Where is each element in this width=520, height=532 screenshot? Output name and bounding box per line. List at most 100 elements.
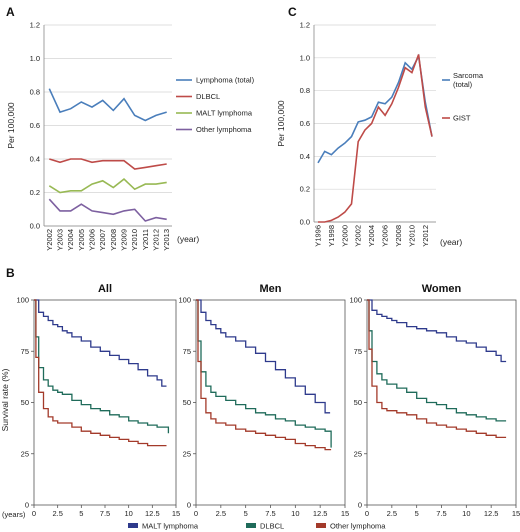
x-tick-label: 5 — [79, 509, 83, 518]
x-tick-label: 0 — [365, 509, 369, 518]
x-tick-label: Y2007 — [98, 229, 107, 251]
y-tick-label: 0.8 — [300, 86, 310, 95]
x-tick-label: Y1996 — [314, 225, 323, 247]
legend-label: MALT lymphoma — [142, 522, 199, 531]
survival-curve-other-lymphoma — [367, 299, 507, 439]
y-tick-label: 75 — [21, 347, 29, 356]
subplot-title: Women — [422, 283, 462, 295]
x-tick-label: 7.5 — [100, 509, 110, 518]
x-tick-label: Y2005 — [77, 229, 86, 251]
x-tick-label: 7.5 — [265, 509, 275, 518]
x-tick-label: Y2011 — [141, 229, 150, 250]
x-tick-label: Y2003 — [56, 229, 65, 251]
x-tick-label: Y2008 — [394, 225, 403, 247]
x-tick-label: 2.5 — [387, 509, 397, 518]
x-axis-unit: (year) — [177, 234, 199, 244]
survival-curve-malt-lymphoma — [34, 299, 167, 387]
x-tick-label: 10 — [291, 509, 299, 518]
series-line-gist — [318, 54, 433, 223]
x-tick-label: 2.5 — [216, 509, 226, 518]
x-tick-label: Y1998 — [327, 225, 336, 247]
survival-curve-dlbcl — [367, 299, 507, 422]
x-tick-label: Y2004 — [66, 229, 75, 251]
survival-curve-other-lymphoma — [34, 299, 167, 447]
series-line-malt-lymphoma — [48, 178, 167, 194]
x-tick-label: Y2006 — [88, 229, 97, 251]
legend-label: Other lymphoma — [196, 125, 252, 134]
legend-swatch — [128, 523, 138, 528]
x-tick-label: 12.5 — [313, 509, 328, 518]
x-tick-label: Y2000 — [340, 225, 349, 247]
x-tick-label: Y2009 — [120, 229, 129, 251]
subplot-title: Men — [260, 283, 282, 295]
subplot-men: Men 0 25 50 75 100 0 2.5 5 7.5 10 12.5 15 — [178, 283, 349, 518]
x-tick-label: Y2006 — [381, 225, 390, 247]
legend-swatch — [316, 523, 326, 528]
y-tick-label: 1.0 — [300, 53, 310, 62]
y-tick-label: 25 — [354, 449, 362, 458]
y-tick-label: 100 — [349, 296, 362, 305]
x-tick-label: 10 — [124, 509, 132, 518]
y-tick-label: 0.4 — [30, 155, 40, 164]
subplot-all: All 0 25 50 75 100 0 2.5 5 7.5 10 12.5 15 — [16, 283, 180, 518]
y-tick-label: 1.0 — [30, 54, 40, 63]
x-tick-label: Y2010 — [407, 225, 416, 247]
x-tick-label: Y2012 — [421, 225, 430, 247]
y-tick-label: 0.0 — [300, 218, 310, 227]
x-tick-label: 7.5 — [436, 509, 446, 518]
y-tick-label: 75 — [354, 347, 362, 356]
series-line-dlbcl — [49, 158, 167, 170]
y-tick-label: 0.6 — [300, 119, 310, 128]
y-tick-label: 0.2 — [300, 185, 310, 194]
survival-curve-dlbcl — [34, 299, 170, 434]
y-tick-label: 25 — [21, 449, 29, 458]
y-tick-label: 1.2 — [300, 21, 310, 30]
panel-letter-a: A — [6, 5, 15, 19]
legend: MALT lymphoma DLBCL Other lymphoma — [128, 522, 386, 531]
survival-curve-malt-lymphoma — [196, 299, 331, 414]
y-tick-label: 50 — [183, 398, 191, 407]
x-tick-label: Y2008 — [109, 229, 118, 251]
x-tick-label: 5 — [415, 509, 419, 518]
x-tick-label: Y2013 — [162, 229, 171, 251]
x-axis-unit: (years) — [2, 510, 26, 519]
legend-label: MALT lymphoma — [196, 109, 253, 118]
survival-curve-malt-lymphoma — [367, 299, 507, 363]
y-tick-label: 0 — [25, 501, 29, 510]
x-tick-label: 5 — [244, 509, 248, 518]
y-tick-label: 0.0 — [30, 222, 40, 231]
x-tick-label: Y2012 — [152, 229, 161, 251]
y-tick-label: 25 — [183, 449, 191, 458]
x-tick-label: Y2010 — [130, 229, 139, 251]
legend-label: Sarcoma (total) — [453, 71, 484, 89]
series-line-sarcoma-total- — [317, 53, 433, 164]
legend-swatch — [246, 523, 256, 528]
y-axis-label: Per 100,000 — [6, 102, 16, 149]
x-tick-label: Y2002 — [354, 225, 363, 247]
x-tick-label: 15 — [172, 509, 180, 518]
x-tick-label: Y2004 — [367, 225, 376, 247]
x-tick-label: Y2002 — [45, 229, 54, 251]
legend-label: DLBCL — [260, 522, 284, 531]
x-tick-label: 12.5 — [484, 509, 499, 518]
y-tick-label: 1.2 — [30, 21, 40, 30]
plot-frame — [366, 299, 517, 506]
panel-c-chart: 0.0 0.2 0.4 0.6 0.8 1.0 1.2 Y1996 Y1998 Y2000 Y200… — [276, 21, 484, 248]
subplot-women: Women 0 25 50 75 100 0 2.5 5 7.5 10 12.5 15 — [349, 283, 520, 518]
plot-frame — [33, 299, 177, 506]
subplot-title: All — [98, 283, 112, 295]
y-tick-label: 0.2 — [30, 188, 40, 197]
y-tick-label: 0 — [187, 501, 191, 510]
y-tick-label: 0.4 — [300, 152, 310, 161]
x-tick-label: 2.5 — [52, 509, 62, 518]
x-tick-label: 12.5 — [145, 509, 160, 518]
survival-curve-other-lymphoma — [196, 299, 332, 451]
y-tick-label: 50 — [21, 398, 29, 407]
y-tick-label: 100 — [178, 296, 191, 305]
panel-b-chart: All 0 25 50 75 100 0 2.5 5 7.5 10 12.5 15 Men 0 25 50 75 1… — [0, 283, 520, 531]
x-tick-label: 15 — [341, 509, 349, 518]
y-tick-label: 100 — [16, 296, 29, 305]
legend-label: GIST — [453, 114, 471, 123]
